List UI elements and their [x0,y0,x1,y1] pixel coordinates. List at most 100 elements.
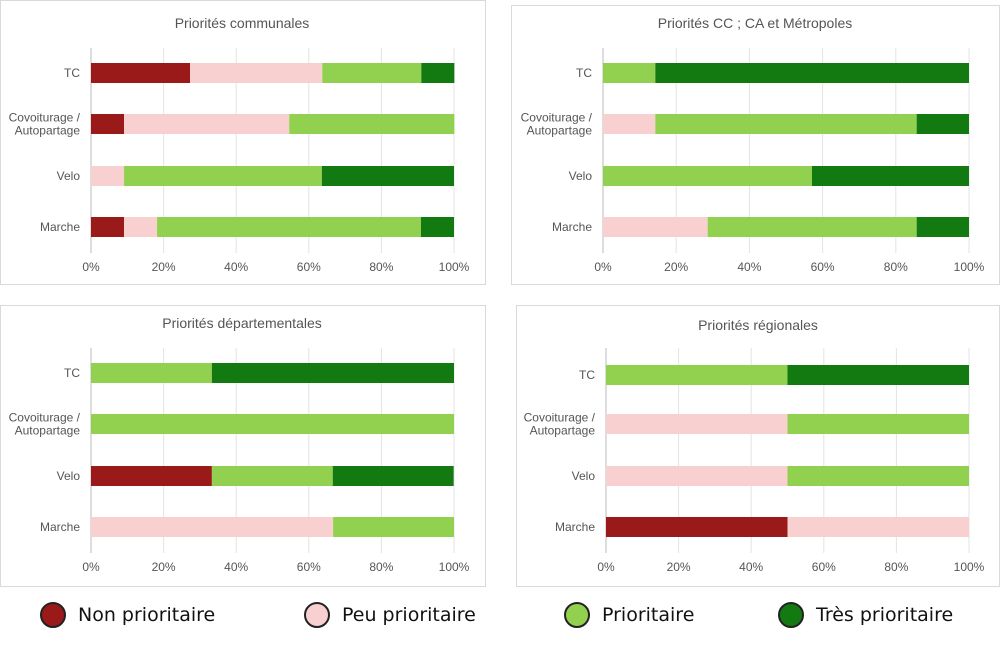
bar-segment-non-prioritaire [91,114,125,134]
bar-segment-prioritaire [333,517,454,537]
x-tick-label: 40% [224,560,248,574]
bar-segment-prioritaire [211,466,333,486]
x-tick-label: 0% [82,560,100,574]
bar-segment-très-prioritaire [916,217,969,237]
legend-item-tres-prioritaire: Très prioritaire [778,602,953,628]
panel-communales [0,0,486,285]
category-label: TC [64,366,80,380]
bar-segment-peu-prioritaire [603,114,656,134]
category-label: TC [576,66,592,80]
legend-label: Non prioritaire [78,604,216,626]
chart-title: Priorités régionales [698,317,818,333]
x-tick-label: 20% [667,560,691,574]
category-label: Velo [57,469,81,483]
panel-regionales [516,305,1000,587]
x-tick-label: 60% [297,260,321,274]
bar-segment-peu-prioritaire [91,517,334,537]
x-tick-label: 100% [439,560,470,574]
x-tick-label: 40% [737,260,761,274]
bar-segment-peu-prioritaire [787,517,969,537]
bar-segment-prioritaire [603,166,812,186]
bar-segment-prioritaire [606,365,788,385]
category-label: TC [64,66,80,80]
chart-title: Priorités communales [175,15,310,31]
bar-segment-très-prioritaire [421,63,455,83]
bar-segment-très-prioritaire [332,466,454,486]
category-label: Marche [555,520,595,534]
legend-item-non-prioritaire: Non prioritaire [40,602,215,628]
panel-cc-ca-metropoles [511,5,1000,285]
x-tick-label: 0% [594,260,612,274]
bar-segment-très-prioritaire [655,63,969,83]
x-tick-label: 100% [954,560,985,574]
bar-segment-prioritaire [322,63,422,83]
bar-segment-très-prioritaire [321,166,454,186]
bar-segment-très-prioritaire [811,166,969,186]
x-tick-label: 80% [884,560,908,574]
legend-item-prioritaire: Prioritaire [564,602,694,628]
legend-label: Peu prioritaire [342,604,476,626]
category-label: Velo [57,169,81,183]
x-tick-label: 100% [954,260,985,274]
x-tick-label: 40% [224,260,248,274]
bar-segment-prioritaire [787,414,969,434]
category-label: Covoiturage / Autopartage [9,411,81,438]
chart-title: Priorités CC ; CA et Métropoles [658,15,853,31]
category-label: Velo [572,469,596,483]
bar-segment-prioritaire [91,414,454,434]
legend-swatch [778,602,804,628]
bar-segment-prioritaire [157,217,421,237]
bar-segment-prioritaire [124,166,322,186]
x-tick-label: 80% [369,260,393,274]
category-label: Marche [40,520,80,534]
bar-segment-très-prioritaire [211,363,454,383]
bar-segment-très-prioritaire [916,114,969,134]
category-label: Covoiturage / Autopartage [9,111,81,138]
legend-item-peu-prioritaire: Peu prioritaire [304,602,476,628]
category-label: Marche [552,220,592,234]
x-tick-label: 60% [811,260,835,274]
x-tick-label: 20% [152,260,176,274]
bar-segment-non-prioritaire [91,63,191,83]
chart-title: Priorités départementales [162,315,322,331]
bar-segment-non-prioritaire [606,517,788,537]
category-label: TC [579,368,595,382]
x-tick-label: 80% [369,560,393,574]
x-tick-label: 60% [812,560,836,574]
bar-segment-peu-prioritaire [124,217,158,237]
bar-segment-non-prioritaire [91,466,212,486]
bar-segment-prioritaire [707,217,917,237]
legend-swatch [304,602,330,628]
bar-segment-peu-prioritaire [190,63,323,83]
x-tick-label: 80% [884,260,908,274]
bar-segment-très-prioritaire [787,365,969,385]
bar-segment-peu-prioritaire [91,166,125,186]
bar-segment-très-prioritaire [420,217,454,237]
x-tick-label: 0% [597,560,615,574]
category-label: Covoiturage / Autopartage [524,411,596,438]
x-tick-label: 40% [739,560,763,574]
bar-segment-prioritaire [603,63,656,83]
bar-segment-peu-prioritaire [606,414,788,434]
x-tick-label: 0% [82,260,100,274]
bar-segment-peu-prioritaire [606,466,788,486]
category-label: Covoiturage / Autopartage [521,111,593,138]
bar-segment-prioritaire [787,466,969,486]
x-tick-label: 60% [297,560,321,574]
x-tick-label: 20% [664,260,688,274]
legend-swatch [40,602,66,628]
legend-label: Très prioritaire [816,604,954,626]
bar-segment-prioritaire [289,114,455,134]
bar-segment-non-prioritaire [91,217,125,237]
legend: Non prioritaire Peu prioritaire Priorita… [0,598,1000,638]
x-tick-label: 20% [152,560,176,574]
bar-segment-prioritaire [655,114,917,134]
bar-segment-peu-prioritaire [603,217,708,237]
bar-segment-peu-prioritaire [124,114,290,134]
legend-swatch [564,602,590,628]
x-tick-label: 100% [439,260,470,274]
legend-label: Prioritaire [602,604,695,626]
bar-segment-prioritaire [91,363,212,383]
category-label: Marche [40,220,80,234]
